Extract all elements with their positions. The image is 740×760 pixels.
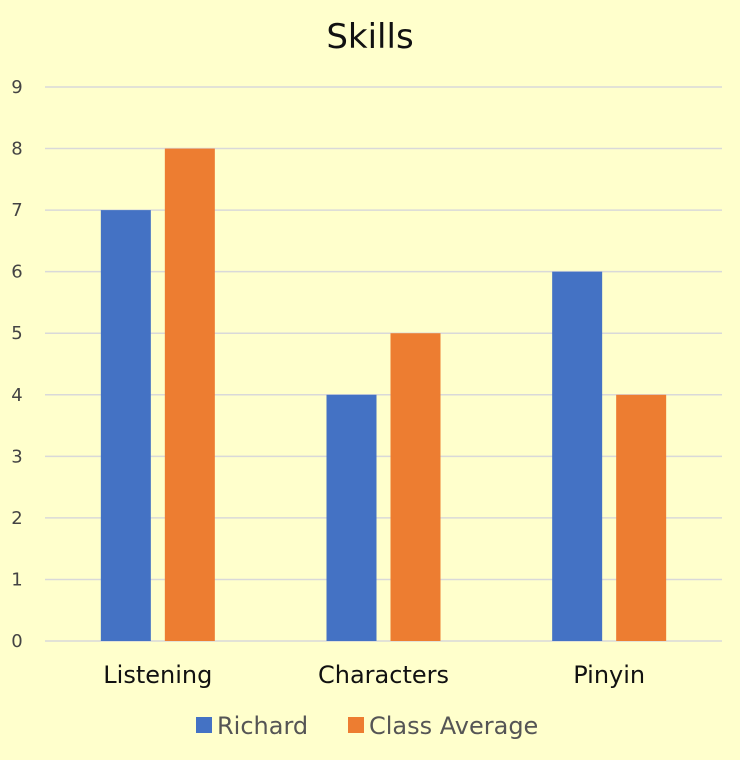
y-tick-label: 5 <box>11 323 22 344</box>
y-tick-label: 2 <box>11 508 22 529</box>
legend: Richard Class Average <box>196 712 538 740</box>
bar-class-average-listening <box>164 148 215 642</box>
bar-class-average-pinyin <box>616 394 667 641</box>
y-tick-label: 4 <box>11 385 22 406</box>
bar-richard-listening <box>100 210 151 641</box>
x-axis-categories: Listening Characters Pinyin <box>103 661 645 689</box>
y-tick-label: 7 <box>11 200 22 221</box>
y-tick-label: 9 <box>11 77 22 98</box>
legend-label: Class Average <box>369 712 538 740</box>
y-tick-label: 3 <box>11 446 22 467</box>
bars <box>100 148 667 642</box>
x-category-label: Characters <box>318 661 449 689</box>
y-tick-label: 0 <box>11 631 22 652</box>
legend-swatch-richard <box>196 717 212 733</box>
chart-title: Skills <box>326 17 413 57</box>
bar-richard-characters <box>326 394 377 641</box>
legend-swatch-class-average <box>348 717 364 733</box>
y-axis-ticks: 0 1 2 3 4 5 6 7 8 9 <box>11 77 22 652</box>
y-tick-label: 1 <box>11 569 22 590</box>
gridlines <box>45 86 722 642</box>
y-tick-label: 8 <box>11 139 22 160</box>
bar-richard-pinyin <box>552 271 603 641</box>
x-category-label: Pinyin <box>573 661 645 689</box>
legend-label: Richard <box>217 712 308 740</box>
x-category-label: Listening <box>103 661 212 689</box>
bar-class-average-characters <box>390 333 441 641</box>
y-tick-label: 6 <box>11 262 22 283</box>
